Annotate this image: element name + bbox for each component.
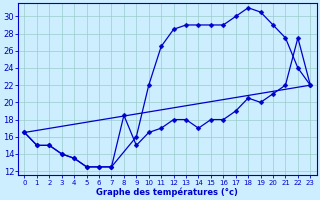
X-axis label: Graphe des températures (°c): Graphe des températures (°c) bbox=[96, 187, 238, 197]
